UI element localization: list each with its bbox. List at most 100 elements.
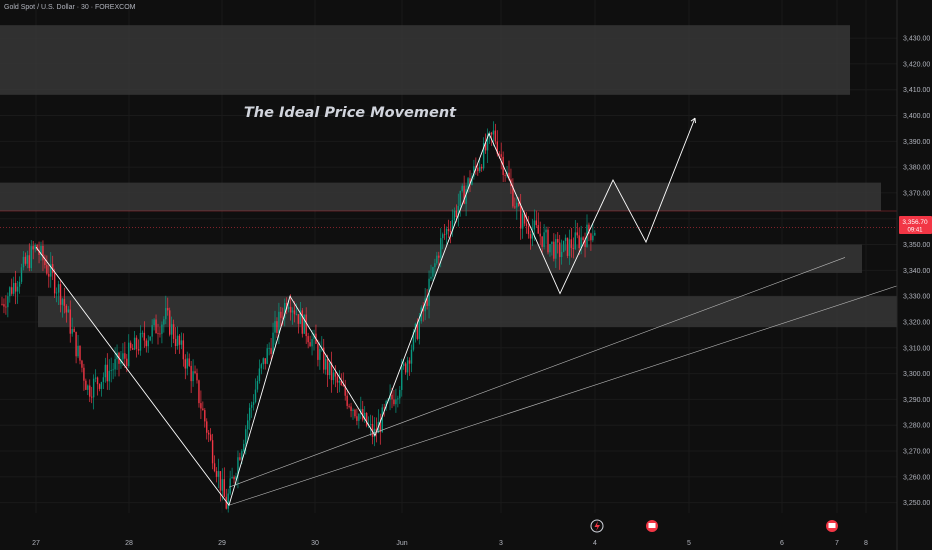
candle-body — [112, 369, 114, 371]
candle-body — [237, 457, 239, 477]
candle-body — [303, 314, 305, 334]
candle-body — [75, 331, 77, 357]
drawing-paths[interactable] — [35, 117, 898, 507]
candle-body — [461, 185, 463, 191]
candle-body — [424, 298, 426, 312]
candle-body — [208, 432, 210, 435]
symbol-title[interactable]: Gold Spot / U.S. Dollar · 30 · FOREXCOM — [4, 4, 136, 11]
candle-body — [453, 210, 456, 221]
candle-body — [14, 282, 17, 292]
candle-body — [570, 239, 573, 248]
candle-body — [153, 319, 155, 326]
candle-body — [161, 324, 163, 334]
candle-body — [420, 307, 422, 322]
candle-body — [477, 167, 479, 172]
candle-body — [217, 471, 220, 477]
candle-body — [481, 166, 483, 169]
ideal-price-path — [35, 117, 696, 507]
candle-body — [557, 238, 559, 243]
x-tick-label: 27 — [32, 540, 40, 547]
candle-body — [50, 264, 52, 277]
y-tick-label: 3,300.00 — [903, 371, 930, 378]
candle-body — [245, 429, 247, 444]
candle-body — [186, 358, 188, 369]
candle-body — [346, 395, 348, 406]
candle-body — [239, 457, 241, 460]
y-tick-label: 3,290.00 — [903, 397, 930, 404]
candle-body — [57, 284, 60, 293]
chart-annotation[interactable]: The Ideal Price Movement — [244, 105, 457, 121]
candle-body — [272, 332, 274, 354]
candle-body — [184, 359, 186, 369]
candle-body — [9, 287, 11, 297]
candle-body — [473, 166, 475, 177]
candle-body — [85, 380, 87, 390]
candle-body — [11, 287, 13, 294]
candle-body — [545, 229, 547, 233]
calendar-flag-icon[interactable] — [826, 520, 838, 532]
candle-body — [141, 332, 144, 334]
price-lines — [0, 210, 897, 228]
candle-body — [535, 220, 537, 226]
candle-body — [44, 260, 46, 266]
candle-body — [385, 401, 387, 409]
candle-body — [325, 358, 327, 370]
candle-body — [200, 403, 202, 409]
lightning-icon[interactable] — [590, 519, 604, 533]
calendar-flag-icon[interactable] — [646, 520, 658, 532]
candle-body — [38, 250, 40, 255]
price-axis[interactable]: 3,250.00 3,260.00 3,270.00 3,280.00 3,290.00… — [903, 36, 930, 508]
candle-body — [297, 314, 300, 324]
candle-body — [401, 366, 403, 390]
y-tick-label: 3,260.00 — [903, 474, 930, 481]
candle-body — [592, 235, 594, 241]
candle-body — [248, 407, 251, 421]
candle-body — [20, 267, 23, 282]
candle-body — [122, 353, 124, 360]
candle-body — [169, 310, 171, 335]
candle-body — [227, 493, 229, 509]
candle-body — [219, 471, 222, 491]
candle-body — [504, 174, 506, 176]
candle-body — [135, 337, 138, 349]
candle-body — [299, 310, 302, 324]
candle-body — [170, 324, 173, 335]
candle-body — [34, 245, 36, 250]
time-axis[interactable]: 27 28 29 30 Jun 3 4 5 6 7 8 — [32, 540, 868, 547]
candle-body — [301, 310, 303, 334]
candle-body — [155, 319, 157, 334]
candle-body — [46, 265, 48, 274]
candle-body — [18, 281, 21, 287]
candle-body — [235, 476, 237, 480]
candle-body — [52, 264, 54, 273]
candle-body — [266, 348, 268, 364]
x-tick-label: 28 — [125, 540, 133, 547]
candle-body — [523, 213, 526, 224]
candle-body — [260, 364, 263, 369]
candle-body — [165, 308, 167, 320]
candle-body — [133, 337, 136, 350]
candle-body — [490, 132, 493, 135]
candle-body — [389, 394, 391, 400]
candle-body — [455, 210, 458, 218]
candlestick-series — [1, 121, 596, 513]
y-tick-label: 3,280.00 — [903, 423, 930, 430]
candle-body — [83, 367, 85, 381]
y-tick-label: 3,380.00 — [903, 165, 930, 172]
candle-body — [163, 319, 165, 325]
candle-body — [305, 314, 307, 337]
candle-body — [457, 205, 459, 218]
candle-body — [547, 229, 549, 253]
candle-body — [516, 202, 518, 208]
candle-body — [174, 338, 177, 346]
candle-body — [520, 205, 522, 229]
y-tick-label: 3,330.00 — [903, 294, 930, 301]
candle-body — [151, 325, 153, 337]
candle-body — [518, 202, 520, 206]
candle-body — [247, 420, 249, 430]
candle-body — [404, 363, 407, 373]
x-tick-label: 7 — [835, 540, 839, 547]
candle-body — [206, 421, 208, 433]
candle-body — [81, 360, 83, 368]
